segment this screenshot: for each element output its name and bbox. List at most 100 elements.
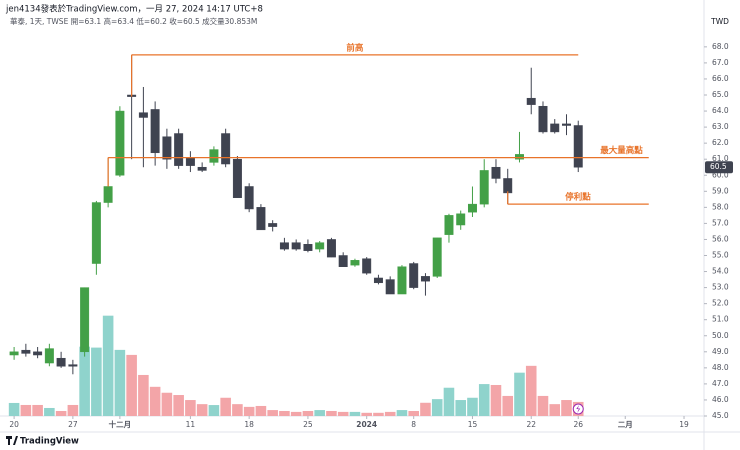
y-tick-label: 59.0 [712,186,729,195]
volume-bar [67,404,79,416]
volume-bar [267,410,278,416]
candle-body [503,178,513,194]
volume-bar [561,400,572,416]
candle-body [526,97,536,105]
volume-bar [220,397,231,416]
y-tick-label: 57.0 [712,218,729,227]
candle-body [9,351,19,356]
volume-bar [514,372,525,416]
candle-body [232,158,242,198]
volume-bar [467,397,478,416]
y-tick-label: 67.0 [712,58,729,67]
volume-bar [349,411,361,416]
x-tick-label: 27 [68,420,78,429]
candle-body [562,123,571,126]
candle-body [456,213,466,226]
candle-body [432,237,442,277]
candle-body [479,170,489,205]
y-tick-label: 61.0 [712,154,729,163]
candle-body [550,123,560,133]
volume-bar [537,395,549,416]
volume-bar [373,412,384,416]
y-tick-label: 65.0 [712,90,729,99]
volume-bar [502,395,514,416]
volume-bar [138,374,149,416]
volume-bar [149,386,161,416]
candle-body [268,223,278,227]
volume-bar [455,400,467,416]
candle-body [150,109,160,154]
y-tick-label: 53.0 [712,283,729,292]
candle-body [538,105,548,133]
last-price-badge [705,161,733,174]
y-tick-label: 54.0 [712,267,729,276]
volume-bar [32,404,43,416]
y-tick-label: 55.0 [712,251,729,260]
brand: TradingView [20,437,79,447]
volume-bar [185,400,196,416]
volume-bar [20,404,32,416]
x-tick-label: 22 [526,420,536,429]
volume-bar [408,410,419,416]
candle-body [68,364,78,367]
volume-bar [396,410,408,416]
candle-body [21,349,31,354]
volume-bar [337,411,349,416]
volume-bar [196,404,208,416]
candle-body [350,260,360,266]
volume-bar [102,315,114,416]
annotation-label: 前高 [346,42,364,53]
candle-body [115,110,125,176]
volume-bars [8,315,584,416]
annotation-label: 停利點 [565,192,591,203]
volume-bar [361,412,372,416]
volume-bar [55,410,67,416]
y-tick-label: 47.0 [712,379,729,388]
candle-body [103,186,113,203]
x-tick-label: 11 [186,420,196,429]
candle-body [303,244,313,251]
volume-bar [173,395,184,416]
candle-body [138,112,148,118]
candle-body [162,136,172,160]
candle-body [514,154,524,160]
candle-body [91,202,101,264]
candle-body [397,266,407,295]
x-tick-label: 20 [9,420,19,429]
candle-body [33,351,43,356]
currency: TWD [710,17,729,26]
x-tick-label: 25 [303,420,313,429]
candle-body [244,186,254,210]
volume-bar [420,402,431,416]
volume-bar [126,354,137,416]
x-tick-label: 二月 [618,420,633,429]
volume-bar [208,405,220,416]
candle-body [315,242,325,250]
volume-bar [8,402,20,416]
volume-bar [232,404,243,416]
candle-body [409,263,419,288]
candle-body [385,279,395,295]
subtitle: 華泰, 1天, TWSE 開=63.1 高=63.4 低=60.2 收=60.5… [10,16,257,26]
y-tick-label: 46.0 [712,395,729,404]
candle-body [197,166,207,171]
volume-bar [549,404,561,416]
volume-bar [255,405,267,416]
volume-bar [290,411,302,416]
candle-body [491,166,501,179]
y-tick-label: 56.0 [712,234,729,243]
y-tick-label: 50.0 [712,331,729,340]
header: jen4134發表於TradingView.com，一月 27, 2024 14… [5,4,263,15]
volume-bar [161,392,173,416]
volume-bar [44,407,55,416]
candle-body [185,157,195,166]
volume-bar [279,410,290,416]
y-tick-label: 68.0 [712,42,729,51]
candle-body [338,255,348,267]
y-tick-label: 58.0 [712,202,729,211]
last-price-label: 60.5 [710,162,727,171]
x-tick-label: 15 [468,420,478,429]
candle-body [291,242,301,250]
